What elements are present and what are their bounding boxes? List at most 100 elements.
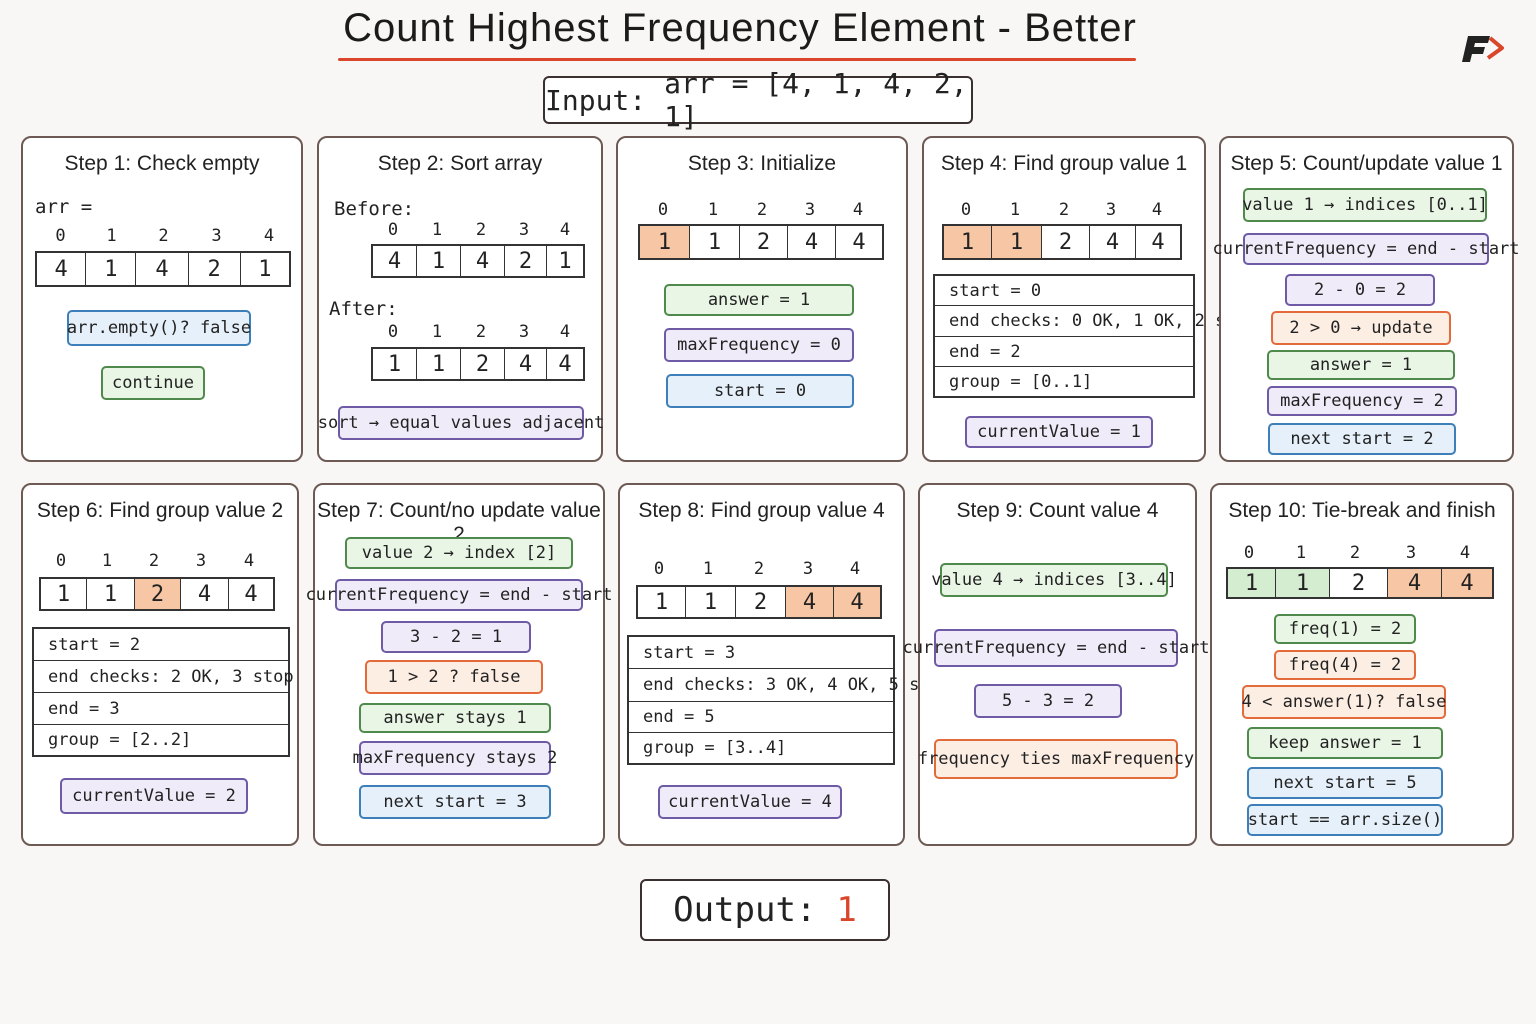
- index-row: 0 1 2 3 4: [371, 220, 585, 240]
- array-cell: 4: [181, 579, 229, 609]
- array-cell: 1: [690, 226, 740, 258]
- array-cell: 1: [87, 579, 135, 609]
- index-row: 0 1 2 3 4: [1226, 543, 1488, 563]
- index-label: 2: [158, 226, 169, 246]
- keep-answer: keep answer = 1: [1247, 727, 1443, 759]
- input-label: Input:: [545, 83, 647, 117]
- answer-value: answer = 1: [1267, 350, 1455, 380]
- loop-end-condition: start == arr.size(): [1247, 804, 1443, 836]
- index-label: 3: [211, 226, 222, 246]
- array-cell-highlighted: 4: [1388, 569, 1442, 597]
- arr-label: arr =: [35, 196, 93, 218]
- frequency-formula: currentFrequency = end - start: [902, 629, 1210, 667]
- step-1-card: Step 1: Check empty arr = 0 1 2 3 4 4 1 …: [21, 136, 303, 462]
- table-row: end checks: 2 OK, 3 stop: [34, 661, 294, 693]
- step-title: Step 6: Find group value 2: [36, 499, 284, 522]
- index-label: 4: [1459, 543, 1471, 563]
- compare-result: 2 > 0 → update: [1271, 311, 1451, 345]
- array-cell: 2: [740, 226, 788, 258]
- current-value: currentValue = 4: [658, 785, 842, 819]
- array-cell: 1: [417, 246, 461, 276]
- index-label: 1: [702, 559, 714, 579]
- max-frequency-init: maxFrequency = 0: [664, 328, 854, 362]
- table-row: group = [0..1]: [949, 371, 1093, 392]
- array-cell: 1: [373, 349, 417, 379]
- array-cell: 4: [505, 349, 547, 379]
- index-label: 1: [1295, 543, 1307, 563]
- step-3-card: Step 3: Initialize 0 1 2 3 4 1 1 2 4 4 a…: [616, 136, 908, 462]
- index-label: 0: [387, 322, 399, 342]
- index-label: 0: [960, 200, 972, 220]
- array-cell-highlighted: 1: [992, 226, 1042, 258]
- index-label: 4: [559, 322, 571, 342]
- array-cells: 1 1 2 4 4: [638, 224, 884, 260]
- step-title: Step 4: Find group value 1: [940, 152, 1188, 175]
- index-label: 3: [195, 551, 207, 571]
- index-label: 0: [657, 200, 669, 220]
- index-row: 0 1 2 3 4: [636, 559, 878, 579]
- value-indices: value 2 → index [2]: [345, 537, 573, 569]
- array-cell: 2: [1042, 226, 1090, 258]
- index-label: 2: [753, 559, 765, 579]
- index-label: 0: [55, 551, 67, 571]
- index-label: 4: [1151, 200, 1163, 220]
- next-start: next start = 3: [359, 785, 551, 819]
- freq-4: freq(4) = 2: [1274, 650, 1416, 680]
- array-cell: 1: [558, 248, 572, 274]
- array-cell: 1: [686, 587, 736, 617]
- step-title: Step 8: Find group value 4: [638, 499, 885, 522]
- step-9-card: Step 9: Count value 4 value 4 → indices …: [902, 483, 1210, 846]
- index-label: 3: [1405, 543, 1417, 563]
- answer-init: answer = 1: [664, 284, 854, 316]
- index-label: 0: [55, 226, 66, 246]
- array-cell-highlighted: 4: [786, 587, 834, 617]
- frequency-formula: currentFrequency = end - start: [305, 579, 613, 611]
- index-label: 2: [1349, 543, 1361, 563]
- step-title: Step 10: Tie-break and finish: [1228, 499, 1496, 522]
- table-row: start = 2: [34, 629, 288, 661]
- array-cell: 2: [189, 253, 241, 285]
- input-value: arr = [4, 1, 4, 2, 1]: [664, 67, 968, 133]
- group-table: start = 2 end checks: 2 OK, 3 stop end =…: [32, 627, 294, 757]
- frequency-formula: currentFrequency = end - start: [1212, 233, 1520, 265]
- table-row: start = 3: [629, 637, 893, 669]
- after-label: After:: [329, 298, 398, 320]
- index-label: 3: [518, 220, 530, 240]
- array-cell: 4: [461, 246, 505, 276]
- index-label: 3: [1105, 200, 1117, 220]
- index-label: 2: [756, 200, 768, 220]
- array-cell: 1: [86, 253, 137, 285]
- freq-1: freq(1) = 2: [1274, 614, 1416, 644]
- frequency-calc: 3 - 2 = 1: [381, 621, 531, 653]
- tie-break-compare: 4 < answer(1)? false: [1242, 685, 1446, 719]
- array-cells: 4 1 4 2 1: [35, 251, 291, 287]
- index-label: 4: [849, 559, 861, 579]
- output-box: Output: 1: [640, 879, 890, 941]
- index-row: 0 1 2 3 4: [638, 200, 882, 220]
- array-cell-highlighted: 1: [640, 226, 690, 258]
- array-cell-highlighted: 1: [944, 226, 992, 258]
- before-array: 4 1 4 2 1: [371, 244, 585, 278]
- current-value: currentValue = 1: [965, 416, 1153, 448]
- step-8-card: Step 8: Find group value 4 0 1 2 3 4 1 1…: [618, 483, 950, 846]
- index-label: 0: [653, 559, 665, 579]
- index-label: 1: [431, 220, 443, 240]
- value-indices: value 4 → indices [3..4]: [931, 563, 1177, 597]
- continue-label: continue: [101, 366, 205, 400]
- step-2-card: Step 2: Sort array Before: 0 1 2 3 4 4 1…: [317, 136, 604, 462]
- array-cell: 1: [258, 256, 272, 282]
- step-title: Step 2: Sort array: [377, 152, 543, 175]
- output-label: Output:: [673, 890, 817, 930]
- array-cell-highlighted: 4: [834, 587, 880, 617]
- group-table: start = 0 end checks: 0 OK, 1 OK, 2 stop…: [933, 274, 1256, 398]
- table-row: end = 3: [34, 693, 288, 725]
- array-cell: 4: [373, 246, 417, 276]
- step-5-card: Step 5: Count/update value 1 value 1 → i…: [1212, 136, 1520, 462]
- next-start: next start = 5: [1247, 767, 1443, 799]
- next-start: next start = 2: [1268, 423, 1456, 455]
- array-cell: 2: [1330, 569, 1388, 597]
- array-cells: 1 1 2 4 4: [636, 585, 882, 619]
- array-cell: 2: [505, 246, 547, 276]
- frequency-calc: 5 - 3 = 2: [974, 684, 1122, 718]
- index-label: 1: [106, 226, 117, 246]
